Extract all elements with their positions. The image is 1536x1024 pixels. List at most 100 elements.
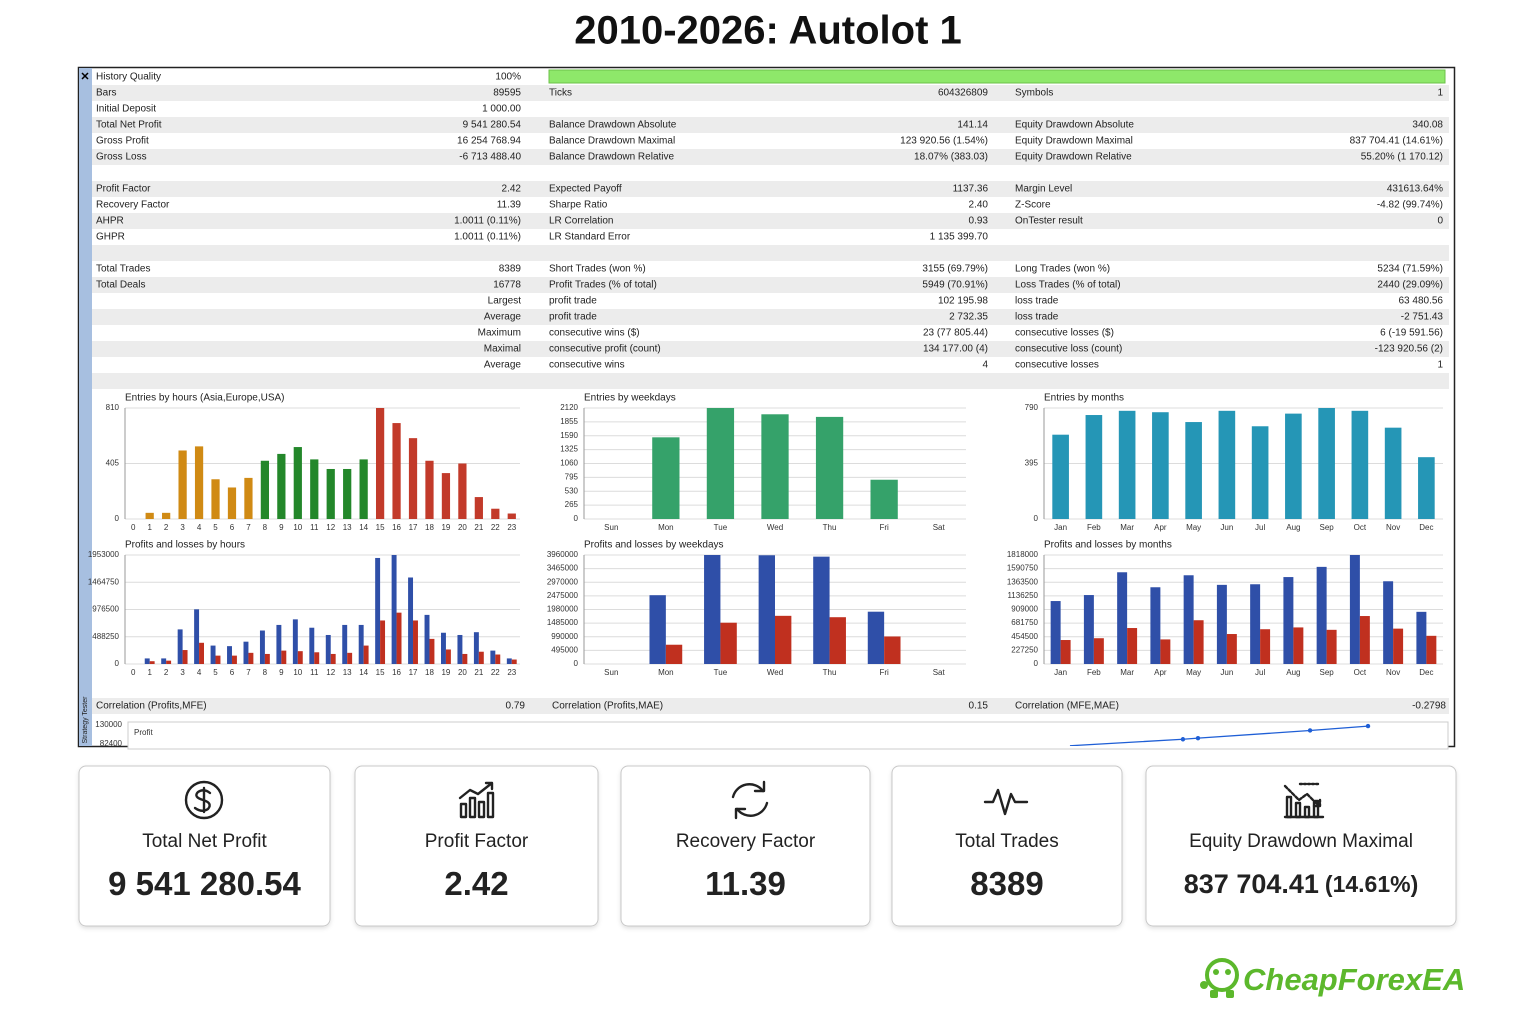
card-label: Recovery Factor [676,831,816,852]
card-value: 837 704.41 (14.61%) [1184,869,1418,899]
report-value: 0 [1437,216,1443,227]
chart: Entries by months 0 395 790 Jan Feb Mar Apr May J… [1025,393,1443,532]
report-value: 89595 [493,88,521,99]
side-label: Strategy Tester [82,696,89,744]
x-tick-label: 14 [359,523,368,532]
bar [244,477,253,519]
y-tick-label: 681750 [1011,618,1038,627]
x-tick-label: Mon [658,523,674,532]
bar [867,611,885,664]
row-band [92,341,1449,357]
bar [458,463,467,519]
y-tick-label: 0 [1034,659,1039,668]
report-value: 2.40 [969,200,989,211]
x-tick-label: Feb [1087,668,1101,677]
report-value: Average [484,312,522,323]
row-band [92,149,1449,165]
bar [325,634,331,664]
bar [704,555,721,664]
bar [1260,629,1271,664]
bar [1293,627,1304,664]
bar [495,654,501,664]
bar [706,408,735,519]
y-tick-label: 488250 [92,632,119,641]
y-tick-label: 3960000 [547,550,579,559]
bar [211,479,220,519]
chart: Profits and losses by months 0 227250 45450… [1007,540,1443,677]
report-label: Total Trades [96,264,150,275]
report-label: Expected Payoff [549,184,622,195]
bar [259,630,265,664]
y-tick-label: 1363500 [1007,577,1039,586]
x-tick-label: Jan [1054,523,1067,532]
x-tick-label: 12 [326,668,335,677]
bar [215,655,221,664]
y-tick-label: 454500 [1011,632,1038,641]
card-icon-pulse [983,788,1029,816]
x-tick-label: 6 [230,668,235,677]
row-band [92,277,1449,293]
bar [396,612,402,664]
card-icon-refresh [731,780,769,820]
card-value-main: 837 704.41 [1184,869,1319,899]
report-panel: Strategy Tester History Quality 100% Bars 8… [77,66,1456,750]
x-tick-label: 15 [376,523,385,532]
bar [507,513,516,519]
card-value: 11.39 [705,865,786,902]
x-tick-label: 2 [164,668,169,677]
card-icon-bars [458,781,495,819]
x-tick-label: Dec [1419,523,1433,532]
x-tick-label: 16 [392,523,401,532]
report-label: consecutive wins [549,360,625,371]
correlation-value: 0.15 [969,701,989,712]
report-value: 604326809 [938,88,988,99]
x-tick-label: Mar [1120,668,1134,677]
x-tick-label: Wed [767,523,783,532]
report-value: 1.0011 (0.11%) [454,232,521,243]
chart-title: Profits and losses by hours [125,540,245,551]
y-tick-label: 976500 [92,605,119,614]
x-tick-label: 20 [458,523,467,532]
x-tick-label: 9 [279,668,284,677]
bar [162,512,171,519]
x-tick-label: 10 [293,668,302,677]
row-band [92,309,1449,325]
x-tick-label: 4 [197,523,202,532]
x-tick-label: 1 [147,668,152,677]
side-strip [79,68,92,746]
report-value: 18.07% (383.03) [914,152,988,163]
report-value: 11.39 [497,200,522,211]
x-tick-label: Sun [604,523,618,532]
report-label: Ticks [549,88,572,99]
x-tick-label: 13 [343,523,352,532]
bar [199,642,204,664]
report-value: Maximum [478,328,521,339]
report-label: Total Deals [96,280,145,291]
bar [227,487,237,519]
bar [665,644,683,664]
report-label: consecutive losses ($) [1015,328,1114,339]
report-label: Profit Factor [96,184,151,195]
close-icon[interactable] [81,72,89,80]
y-tick-label: 2120 [560,403,578,412]
bar [178,450,187,519]
bar [264,653,270,664]
report-value: -6 713 488.40 [459,152,521,163]
point [1365,723,1371,729]
bar [1318,408,1335,519]
bar [1083,595,1094,664]
bar [511,659,517,664]
x-tick-label: 18 [425,523,434,532]
bar [652,437,680,519]
logo[interactable]: CheapForexEA [1200,958,1465,998]
report-label: consecutive wins ($) [549,328,640,339]
chart-title: Profit [134,728,153,737]
bar [309,627,315,664]
bar [1216,584,1227,664]
card [354,765,599,927]
bar [649,595,666,664]
bar [761,414,789,519]
report-value: 16 254 768.94 [457,136,521,147]
x-tick-label: 4 [197,668,202,677]
